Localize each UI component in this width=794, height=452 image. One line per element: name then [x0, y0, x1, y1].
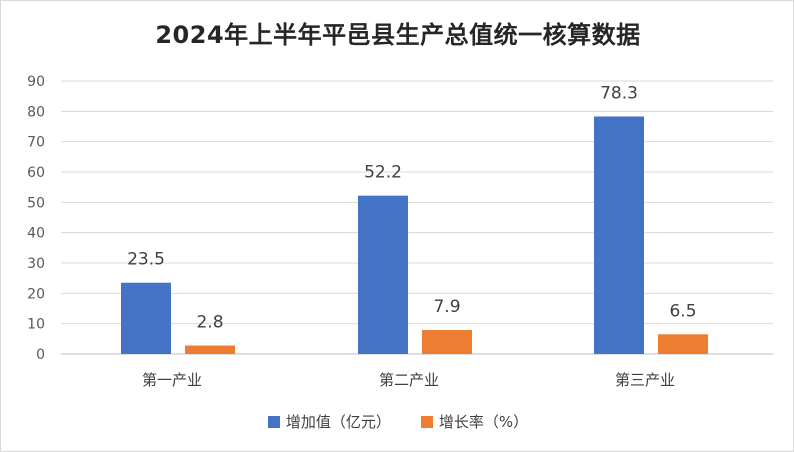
x-tick-label: 第一产业 — [142, 371, 202, 389]
legend-swatch-added-value — [267, 415, 280, 428]
legend-swatch-growth-rate — [420, 415, 433, 428]
data-label: 2.8 — [196, 313, 223, 333]
x-tick-label: 第二产业 — [379, 371, 439, 389]
data-label: 23.5 — [127, 250, 165, 270]
y-tick-label: 90 — [27, 74, 45, 90]
data-label: 78.3 — [600, 83, 638, 103]
y-tick-label: 40 — [27, 226, 45, 242]
y-tick-label: 20 — [27, 286, 45, 302]
bar-growth-rate — [658, 334, 708, 354]
bar-growth-rate — [185, 345, 235, 354]
data-label: 52.2 — [364, 163, 402, 183]
y-tick-label: 30 — [27, 256, 45, 272]
y-tick-label: 10 — [27, 317, 45, 333]
x-tick-label: 第三产业 — [615, 371, 675, 389]
data-label: 7.9 — [433, 297, 460, 317]
bar-added-value — [594, 116, 644, 355]
y-tick-label: 0 — [36, 347, 45, 363]
legend-label-added-value: 增加值（亿元） — [285, 413, 391, 431]
legend: 增加值（亿元） 增长率（%） — [1, 411, 793, 432]
bar-added-value — [358, 195, 408, 354]
legend-item-growth-rate[interactable]: 增长率（%） — [420, 411, 529, 432]
chart-title: 2024年上半年平邑县生产总值统一核算数据 — [155, 21, 641, 49]
data-label: 6.5 — [669, 301, 696, 321]
bar-growth-rate — [422, 330, 472, 354]
y-tick-label: 50 — [27, 195, 45, 211]
y-tick-label: 70 — [27, 135, 45, 151]
y-tick-label: 80 — [27, 104, 45, 120]
legend-item-added-value[interactable]: 增加值（亿元） — [267, 411, 391, 432]
bar-added-value — [121, 282, 171, 354]
y-tick-label: 60 — [27, 165, 45, 181]
legend-label-growth-rate: 增长率（%） — [438, 413, 529, 431]
